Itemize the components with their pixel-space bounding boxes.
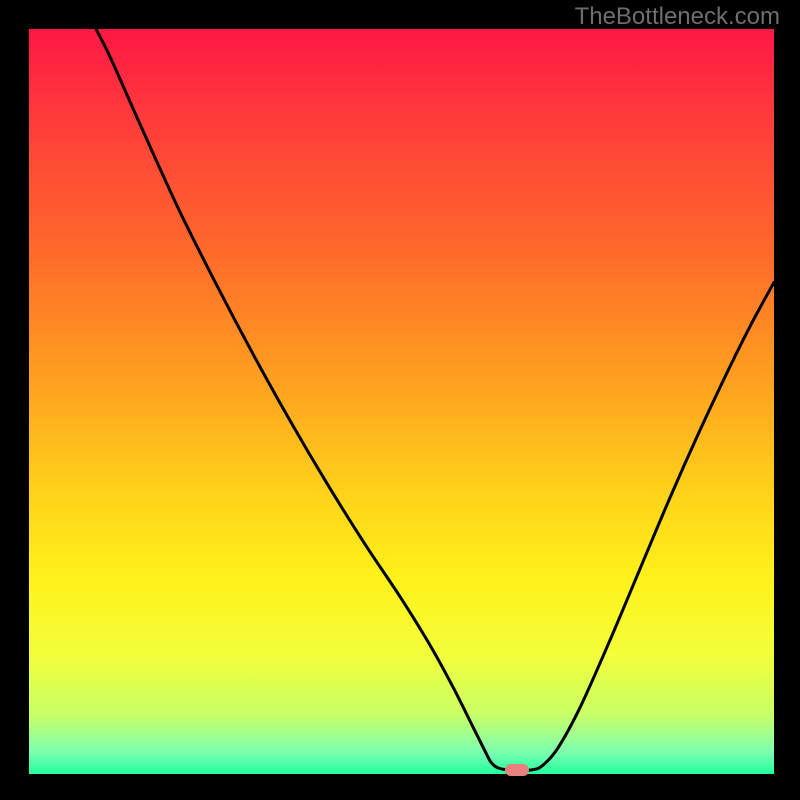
bottleneck-chart: TheBottleneck.com xyxy=(0,0,800,800)
watermark-text: TheBottleneck.com xyxy=(575,3,780,31)
bottleneck-curve xyxy=(29,29,774,774)
plot-area xyxy=(29,29,774,774)
optimal-marker xyxy=(505,764,529,776)
